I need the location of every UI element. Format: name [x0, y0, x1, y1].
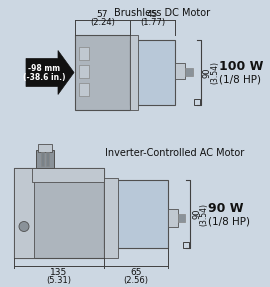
Bar — [183, 242, 189, 248]
Text: (3.54): (3.54) — [199, 203, 208, 226]
Text: 57: 57 — [97, 10, 108, 19]
Circle shape — [19, 222, 29, 232]
Text: 45: 45 — [147, 10, 158, 19]
Bar — [130, 40, 175, 105]
Bar — [32, 168, 104, 182]
Text: (-38.6 in.): (-38.6 in.) — [23, 73, 65, 82]
Bar — [104, 180, 168, 248]
Text: 65: 65 — [130, 268, 142, 277]
Bar — [194, 99, 200, 105]
Bar — [178, 214, 185, 222]
Bar — [79, 65, 89, 78]
Text: 135: 135 — [50, 268, 68, 277]
Text: 100 W: 100 W — [219, 60, 263, 73]
Text: 90: 90 — [192, 209, 201, 219]
Text: (1.77): (1.77) — [140, 18, 165, 27]
Bar — [41, 152, 44, 166]
Bar — [130, 35, 138, 110]
Text: Brushless DC Motor: Brushless DC Motor — [114, 8, 210, 18]
Bar — [46, 152, 49, 166]
Bar — [79, 47, 89, 60]
Bar — [36, 150, 54, 168]
Bar — [79, 83, 89, 96]
Bar — [38, 144, 52, 152]
Text: (2.24): (2.24) — [90, 18, 115, 27]
Text: -98 mm: -98 mm — [28, 64, 60, 73]
Text: 90: 90 — [203, 67, 212, 78]
Text: (2.56): (2.56) — [123, 276, 148, 285]
Bar — [175, 63, 185, 79]
Text: Inverter-Controlled AC Motor: Inverter-Controlled AC Motor — [105, 148, 244, 158]
Text: (3.54): (3.54) — [210, 61, 219, 84]
Text: (1/8 HP): (1/8 HP) — [219, 75, 261, 84]
Text: 90 W: 90 W — [208, 201, 244, 214]
Bar — [185, 68, 193, 76]
Text: (1/8 HP): (1/8 HP) — [208, 216, 250, 226]
Bar — [14, 168, 104, 258]
Text: (5.31): (5.31) — [46, 276, 72, 285]
Bar — [104, 178, 118, 258]
Bar — [75, 35, 130, 110]
Bar — [14, 168, 34, 258]
Bar — [168, 209, 178, 227]
Polygon shape — [26, 51, 74, 94]
